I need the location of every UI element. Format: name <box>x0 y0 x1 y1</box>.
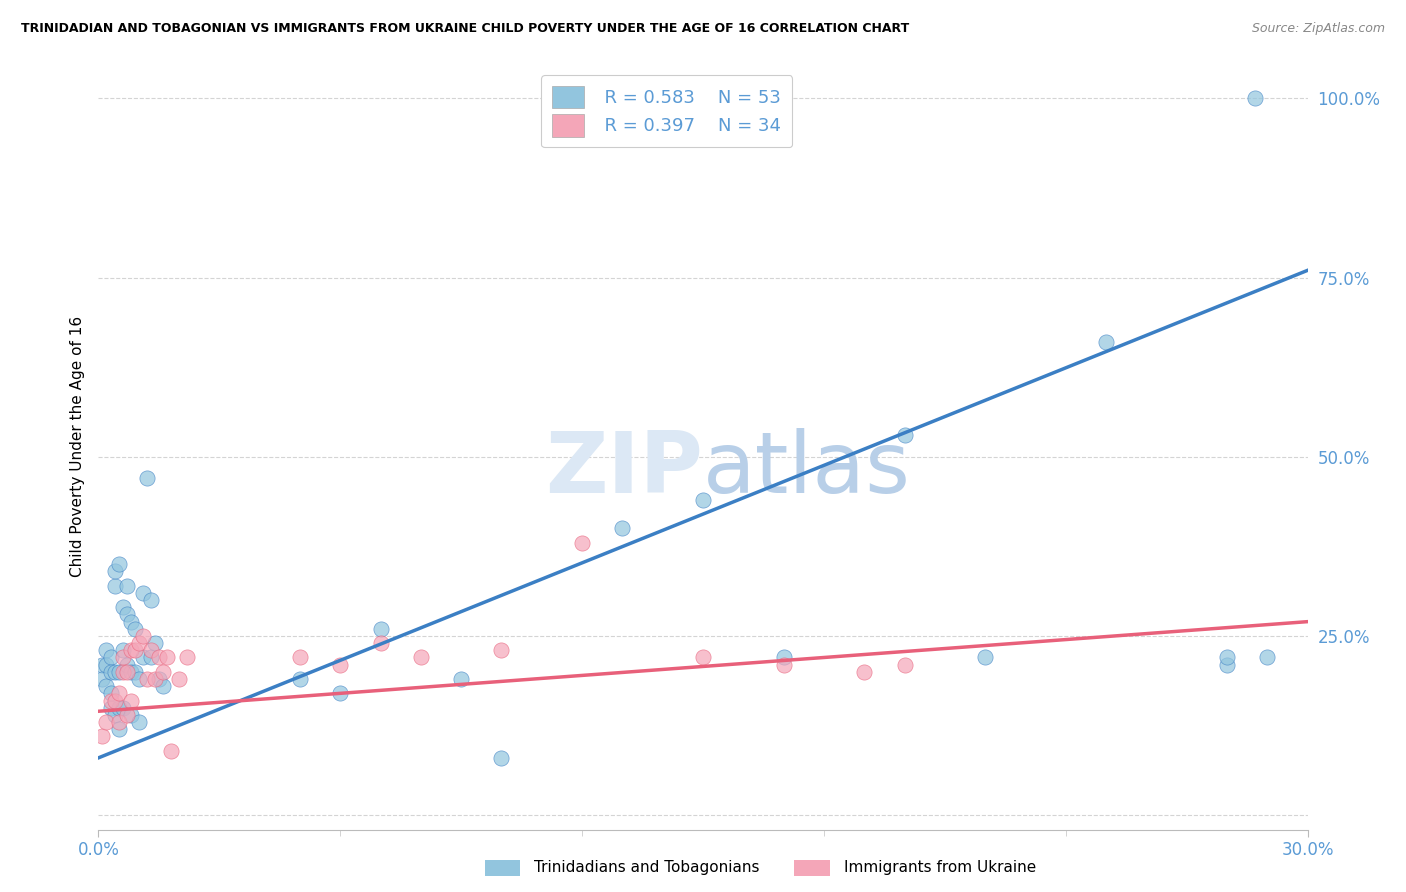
Point <box>692 492 714 507</box>
Point <box>132 586 155 600</box>
Text: Source: ZipAtlas.com: Source: ZipAtlas.com <box>1251 22 1385 36</box>
Point <box>115 579 138 593</box>
Point <box>120 707 142 722</box>
Point <box>135 471 157 485</box>
Point <box>103 707 125 722</box>
Point <box>128 636 150 650</box>
Point <box>143 636 166 650</box>
Point <box>115 707 138 722</box>
Point <box>148 650 170 665</box>
Point <box>288 650 311 665</box>
Point <box>772 650 794 665</box>
Point <box>115 665 138 679</box>
Point <box>120 693 142 707</box>
Point <box>1244 91 1267 105</box>
Point <box>853 665 876 679</box>
Point <box>96 643 118 657</box>
Text: atlas: atlas <box>703 427 911 510</box>
Point <box>111 650 134 665</box>
Point <box>571 536 593 550</box>
Point <box>111 700 134 714</box>
Point <box>103 565 125 579</box>
Point <box>1256 650 1278 665</box>
Point <box>329 657 352 672</box>
Point <box>120 665 142 679</box>
Point <box>91 672 114 686</box>
Point <box>128 672 150 686</box>
Point <box>103 665 125 679</box>
Point <box>107 714 129 729</box>
Point <box>370 622 392 636</box>
Point <box>974 650 997 665</box>
Point <box>139 643 162 657</box>
Point <box>450 672 472 686</box>
Point <box>107 700 129 714</box>
Point <box>103 579 125 593</box>
Text: ZIP: ZIP <box>546 427 703 510</box>
Point <box>100 665 122 679</box>
Point <box>148 672 170 686</box>
Point <box>329 686 352 700</box>
Point <box>100 650 122 665</box>
Y-axis label: Child Poverty Under the Age of 16: Child Poverty Under the Age of 16 <box>69 316 84 576</box>
Point <box>107 665 129 679</box>
Point <box>100 693 122 707</box>
Point <box>491 643 513 657</box>
Point <box>288 672 311 686</box>
Point <box>135 672 157 686</box>
Point <box>167 672 190 686</box>
Point <box>91 730 114 744</box>
Point <box>91 657 114 672</box>
Text: Trinidadians and Tobagonians: Trinidadians and Tobagonians <box>534 860 759 874</box>
Point <box>491 751 513 765</box>
Point <box>115 657 138 672</box>
Point <box>124 643 146 657</box>
Point <box>115 607 138 622</box>
Point <box>132 629 155 643</box>
Point <box>100 700 122 714</box>
Point <box>124 622 146 636</box>
Point <box>152 679 174 693</box>
Point <box>96 657 118 672</box>
Point <box>160 744 183 758</box>
Point <box>893 657 915 672</box>
Point <box>139 593 162 607</box>
Point <box>612 521 634 535</box>
Point <box>107 558 129 572</box>
Point <box>692 650 714 665</box>
Point <box>1216 657 1239 672</box>
Point <box>893 428 915 442</box>
Point <box>128 714 150 729</box>
Point <box>152 665 174 679</box>
Point <box>156 650 179 665</box>
Point <box>1095 334 1118 349</box>
Point <box>176 650 198 665</box>
Point <box>100 686 122 700</box>
Text: Immigrants from Ukraine: Immigrants from Ukraine <box>844 860 1036 874</box>
Point <box>139 650 162 665</box>
Point <box>409 650 432 665</box>
Point <box>111 600 134 615</box>
Point <box>772 657 794 672</box>
Point <box>370 636 392 650</box>
Legend:   R = 0.583    N = 53,   R = 0.397    N = 34: R = 0.583 N = 53, R = 0.397 N = 34 <box>541 75 793 147</box>
Point <box>120 643 142 657</box>
Text: TRINIDADIAN AND TOBAGONIAN VS IMMIGRANTS FROM UKRAINE CHILD POVERTY UNDER THE AG: TRINIDADIAN AND TOBAGONIAN VS IMMIGRANTS… <box>21 22 910 36</box>
Point <box>111 643 134 657</box>
Point <box>124 665 146 679</box>
Point <box>107 686 129 700</box>
Point <box>111 665 134 679</box>
Point <box>120 615 142 629</box>
Point <box>96 679 118 693</box>
Point <box>132 650 155 665</box>
Point <box>107 722 129 736</box>
Point <box>143 672 166 686</box>
Point <box>103 693 125 707</box>
Point <box>1216 650 1239 665</box>
Point <box>96 714 118 729</box>
